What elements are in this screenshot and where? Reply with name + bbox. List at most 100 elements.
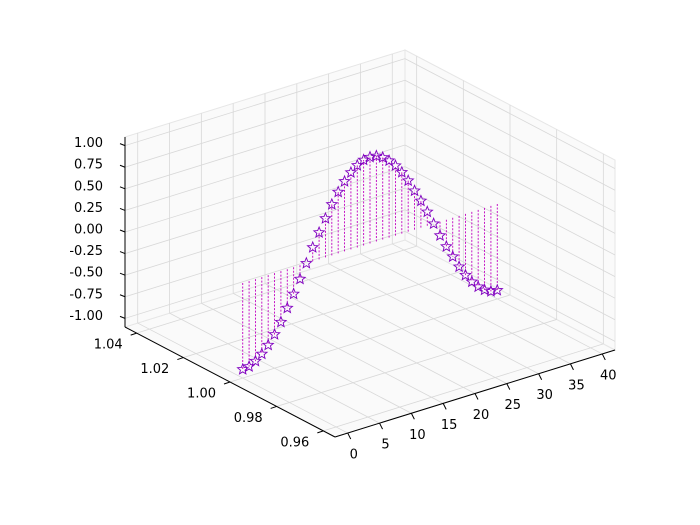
grid-line <box>404 187 616 299</box>
x-tick <box>442 403 447 410</box>
z-tick <box>119 272 126 276</box>
star-marker <box>376 150 390 163</box>
star-marker <box>268 327 281 340</box>
star-marker <box>306 240 320 253</box>
x-tick <box>410 413 415 420</box>
x-tick <box>506 383 511 390</box>
y-tick-label: 1.02 <box>140 362 169 377</box>
star-marker <box>331 185 345 198</box>
grid-line <box>124 209 406 298</box>
grid-line <box>404 144 616 256</box>
z-tick-label: 0.25 <box>74 201 103 216</box>
star-marker <box>471 280 485 293</box>
star-marker <box>312 225 326 238</box>
grid-line <box>404 58 616 169</box>
z-tick-label: -0.50 <box>69 266 103 281</box>
star-marker <box>255 347 269 360</box>
star-marker <box>299 256 313 269</box>
y-tick <box>317 430 324 434</box>
x-tick-label: 35 <box>568 378 585 393</box>
grid-line <box>124 144 406 233</box>
grid-line <box>124 79 406 168</box>
star-marker <box>261 338 275 351</box>
x-tick-label: 25 <box>505 398 522 413</box>
star-marker <box>395 165 409 178</box>
y-tick-label: 0.96 <box>280 435 309 450</box>
z-tick <box>119 315 126 319</box>
z-tick-label: 0.75 <box>74 158 103 173</box>
x-tick <box>379 422 383 430</box>
grid-line <box>404 209 616 321</box>
grid-line <box>404 166 616 277</box>
z-tick <box>119 294 126 298</box>
x-tick <box>570 363 574 371</box>
y-tick <box>130 332 137 336</box>
x-tick-label: 0 <box>350 448 358 463</box>
star-marker <box>401 173 415 187</box>
z-tick-label: 0.00 <box>74 223 103 238</box>
star-marker <box>280 301 294 314</box>
star-marker <box>344 165 358 179</box>
grid-line <box>124 123 406 211</box>
grid-line <box>124 58 406 147</box>
grid-line <box>323 343 604 432</box>
y-tick <box>223 381 231 385</box>
star-marker <box>427 217 441 230</box>
star-marker <box>465 275 479 288</box>
z-tick <box>119 229 126 233</box>
star-marker <box>490 283 504 296</box>
star-marker <box>287 287 301 300</box>
star-marker <box>369 149 383 162</box>
y-tick-label: 1.00 <box>187 387 216 402</box>
star-marker <box>274 315 288 328</box>
grid-line <box>136 245 417 334</box>
star-marker <box>420 205 434 218</box>
star-marker <box>319 211 332 224</box>
star-marker <box>414 194 428 207</box>
star-marker <box>325 197 339 210</box>
grid-line <box>124 230 406 319</box>
grid-line <box>124 187 406 276</box>
x-tick-label: 15 <box>441 418 458 433</box>
z-tick <box>119 143 126 147</box>
z-tick-label: 0.50 <box>74 179 103 194</box>
star-marker <box>249 354 262 367</box>
star-marker <box>408 184 421 197</box>
grid-line <box>276 319 557 407</box>
star-marker <box>439 239 453 252</box>
z-tick <box>119 207 126 211</box>
x-tick-label: 30 <box>536 388 553 403</box>
grid-line <box>404 231 616 342</box>
star-marker <box>433 228 447 242</box>
star-marker <box>459 268 472 281</box>
grid-line <box>404 123 616 234</box>
z-tick <box>119 186 126 190</box>
y-tick <box>177 357 184 361</box>
y-tick <box>270 405 277 409</box>
z-tick-label: -1.00 <box>69 309 103 324</box>
z-tick-label: 1.00 <box>74 136 103 151</box>
y-tick-label: 1.04 <box>94 338 123 353</box>
grid-line <box>404 101 616 213</box>
grid-line <box>404 79 616 191</box>
grid-line <box>124 101 406 190</box>
star-marker <box>389 158 402 172</box>
grid-line <box>183 270 464 358</box>
star-marker <box>446 249 460 263</box>
star-marker <box>293 272 307 285</box>
x-tick-label: 5 <box>381 438 389 453</box>
x-tick <box>538 373 543 380</box>
grid-line <box>124 166 406 254</box>
z-tick <box>119 164 126 168</box>
x-tick <box>347 432 352 440</box>
star-marker <box>338 174 351 187</box>
grid-line <box>229 294 511 383</box>
z-tick-label: -0.75 <box>69 287 103 302</box>
x-tick-label: 20 <box>473 408 490 423</box>
x-tick-label: 10 <box>409 428 426 443</box>
z-tick <box>119 251 126 255</box>
x-tick <box>474 393 479 400</box>
z-tick-label: -0.25 <box>69 244 103 259</box>
star-marker <box>363 150 377 163</box>
